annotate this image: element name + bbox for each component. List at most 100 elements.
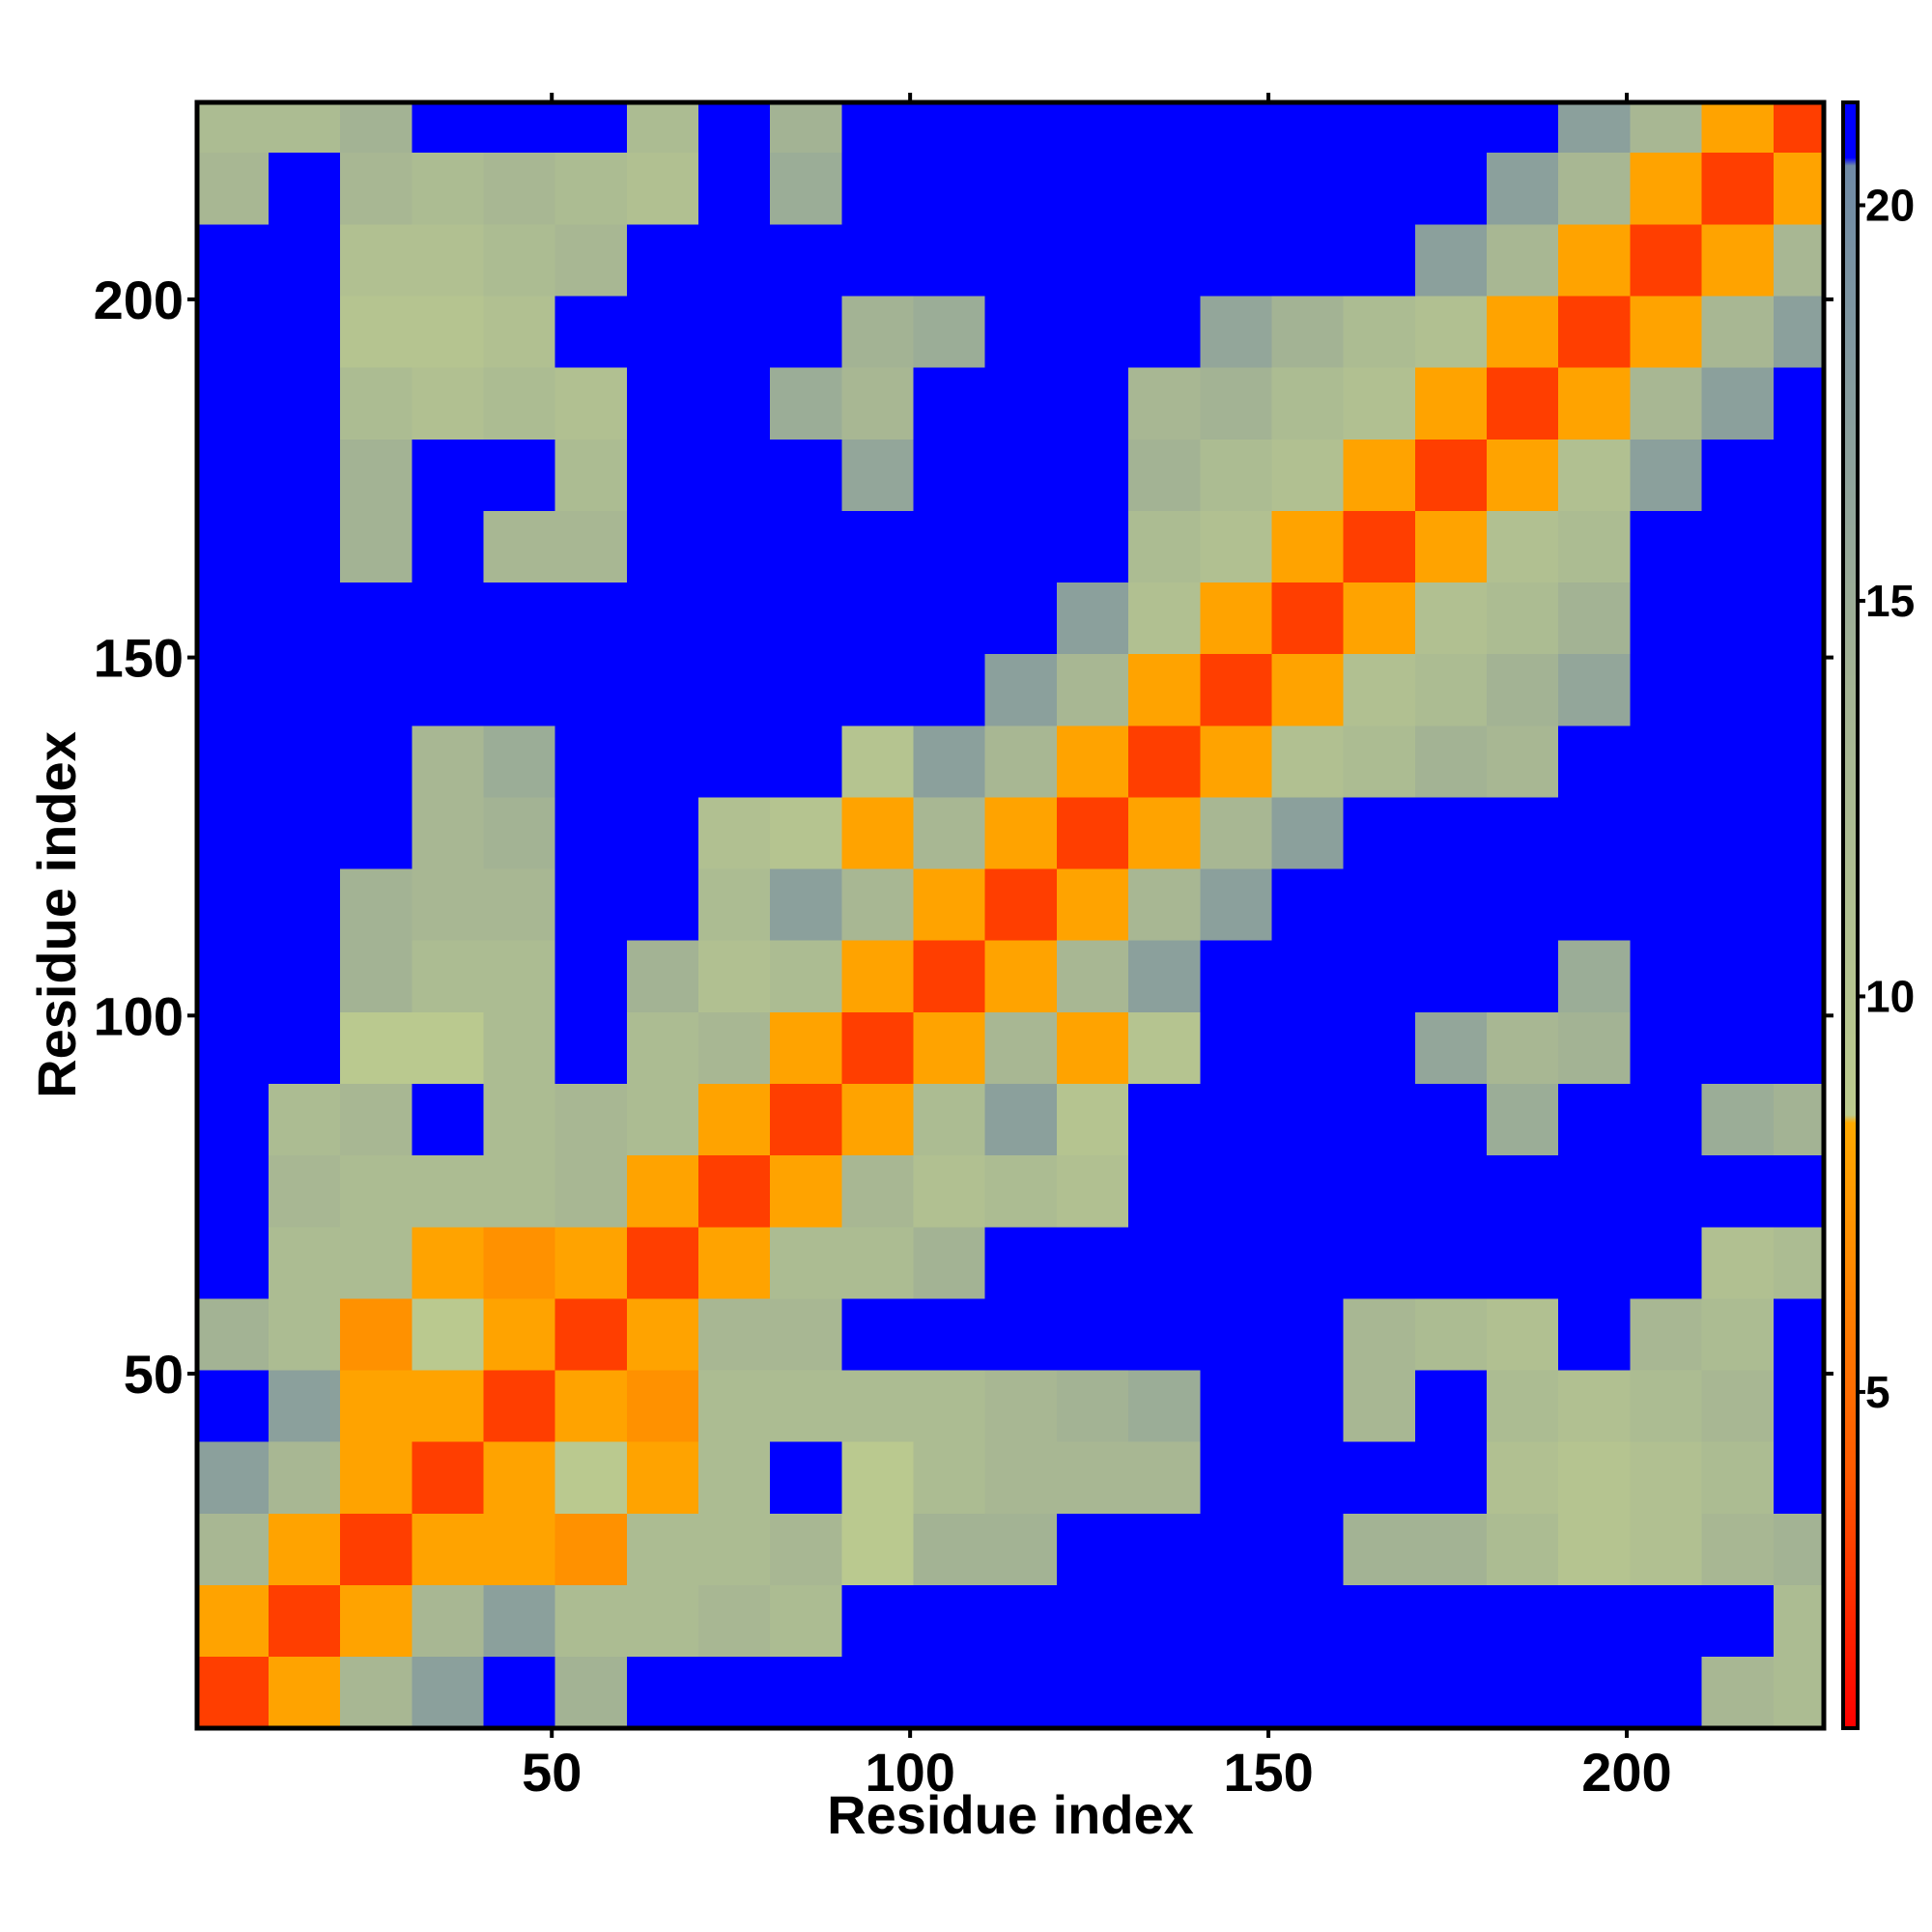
heatmap-cell (1630, 1297, 1703, 1371)
heatmap-cell (1128, 101, 1201, 154)
heatmap-cell (770, 1441, 842, 1514)
heatmap-cell (1343, 1584, 1416, 1658)
heatmap-cell (1558, 1011, 1632, 1085)
heatmap-cell (412, 1584, 485, 1658)
heatmap-cell (913, 940, 986, 1012)
heatmap-cell (1773, 1656, 1825, 1729)
heatmap-cell (697, 1369, 771, 1442)
heatmap-cell (1558, 1297, 1632, 1371)
heatmap-cell (483, 1226, 556, 1299)
heatmap-cell (626, 1154, 699, 1228)
heatmap-cell (554, 796, 628, 869)
heatmap-cell (483, 1083, 556, 1156)
heatmap-cell (1200, 582, 1273, 655)
heatmap-cell (483, 1656, 556, 1729)
heatmap-cell (697, 1083, 771, 1156)
heatmap-cell (1701, 101, 1775, 154)
heatmap-cell (1343, 295, 1416, 368)
heatmap-cell (268, 367, 341, 440)
heatmap-cell (1343, 367, 1416, 440)
heatmap-cell (1343, 582, 1416, 655)
heatmap-cell (412, 1297, 485, 1371)
heatmap-cell (1487, 152, 1559, 225)
heatmap-cell (196, 653, 270, 726)
heatmap-cell (1056, 223, 1129, 297)
heatmap-cell (196, 1656, 270, 1729)
heatmap-cell (1414, 1584, 1488, 1658)
heatmap-cell (1128, 796, 1201, 869)
heatmap-cell (1630, 439, 1703, 511)
heatmap-cell (1200, 1154, 1273, 1228)
heatmap-cell (841, 510, 915, 583)
heatmap-cell (1630, 582, 1703, 655)
heatmap-cell (984, 101, 1058, 154)
heatmap-cell (1200, 796, 1273, 869)
heatmap-cell (554, 1297, 628, 1371)
heatmap-cell (196, 439, 270, 511)
heatmap-cell (554, 439, 628, 511)
heatmap-cell (1414, 796, 1488, 869)
heatmap-cell (554, 1011, 628, 1085)
heatmap-cell (1200, 868, 1273, 941)
heatmap-cell (1773, 295, 1825, 368)
heatmap-cell (770, 1297, 842, 1371)
heatmap-cell (626, 796, 699, 869)
heatmap-cell (196, 1083, 270, 1156)
heatmap-cell (1200, 510, 1273, 583)
heatmap-cell (268, 1011, 341, 1085)
heatmap-cell (1558, 653, 1632, 726)
heatmap-cell (984, 868, 1058, 941)
heatmap-cell (697, 1226, 771, 1299)
heatmap-cell (483, 1369, 556, 1442)
heatmap-cell (340, 1369, 412, 1442)
heatmap-cell (412, 1656, 485, 1729)
heatmap-cell (1701, 868, 1775, 941)
heatmap-cell (841, 1011, 915, 1085)
heatmap-cell (1701, 582, 1775, 655)
heatmap-cell (697, 724, 771, 798)
heatmap-cell (1487, 940, 1559, 1012)
heatmap-cell (1128, 1441, 1201, 1514)
heatmap-cell (1056, 796, 1129, 869)
heatmap-cell (412, 223, 485, 297)
heatmap-cell (1128, 582, 1201, 655)
heatmap-cell (1271, 223, 1345, 297)
heatmap-cell (554, 1656, 628, 1729)
heatmap-cell (1487, 1154, 1559, 1228)
heatmap-cell (483, 223, 556, 297)
heatmap-cell (984, 796, 1058, 869)
heatmap-cell (1487, 367, 1559, 440)
heatmap-cell (1343, 1369, 1416, 1442)
heatmap-cell (340, 1154, 412, 1228)
heatmap-cell (268, 152, 341, 225)
heatmap-cell (1414, 295, 1488, 368)
heatmap-cell (1200, 1297, 1273, 1371)
heatmap-cell (554, 1584, 628, 1658)
heatmap-cell (913, 367, 986, 440)
heatmap-cell (1128, 868, 1201, 941)
heatmap-cell (1271, 1513, 1345, 1586)
heatmap-cell (412, 1154, 485, 1228)
heatmap-cell (770, 1011, 842, 1085)
heatmap-cell (483, 101, 556, 154)
heatmap-cell (697, 1154, 771, 1228)
heatmap-cell (1343, 1154, 1416, 1228)
heatmap-cell (913, 223, 986, 297)
heatmap-cell (1773, 1011, 1825, 1085)
heatmap-cell (1558, 367, 1632, 440)
heatmap-cell (1271, 1369, 1345, 1442)
heatmap-cell (1773, 653, 1825, 726)
heatmap-cell (412, 940, 485, 1012)
heatmap-cell (268, 1513, 341, 1586)
heatmap-cell (770, 1369, 842, 1442)
heatmap-cell (1343, 1083, 1416, 1156)
heatmap-cell (1414, 1083, 1488, 1156)
heatmap-cell (1128, 1154, 1201, 1228)
heatmap-cell (770, 1154, 842, 1228)
heatmap-cell (913, 1584, 986, 1658)
heatmap-cell (1630, 295, 1703, 368)
heatmap-cell (1200, 1584, 1273, 1658)
heatmap-cell (913, 1297, 986, 1371)
heatmap-cell (913, 101, 986, 154)
heatmap-cell (340, 223, 412, 297)
